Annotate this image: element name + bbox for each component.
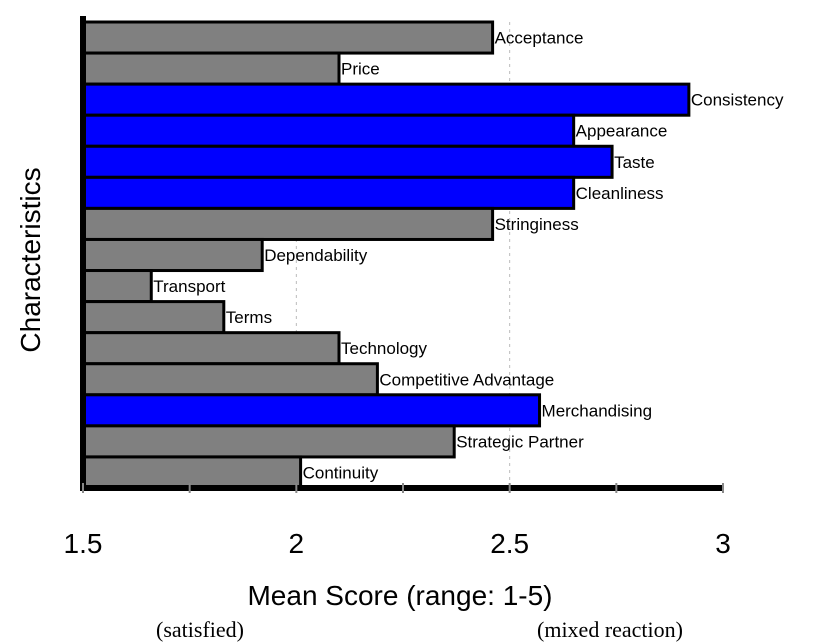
annotation-mixed-reaction: (mixed reaction) <box>537 617 683 642</box>
x-tick-label-0: 1.5 <box>64 528 103 559</box>
bar-label-merchandising: Merchandising <box>542 401 653 420</box>
bar-label-cleanliness: Cleanliness <box>576 184 664 203</box>
bar-appearance <box>81 113 576 148</box>
bar-cleanliness <box>81 175 576 210</box>
bar-transport <box>81 269 153 304</box>
bar-terms <box>81 300 226 335</box>
bar-label-dependability: Dependability <box>264 246 368 265</box>
bar-label-consistency: Consistency <box>691 91 784 110</box>
bar-label-appearance: Appearance <box>576 122 668 141</box>
bar-dependability <box>81 237 264 273</box>
bar-label-transport: Transport <box>153 277 225 296</box>
bar-label-competitive-advantage: Competitive Advantage <box>379 370 554 389</box>
bar-competitive-advantage <box>81 362 379 397</box>
bar-stringiness <box>81 206 495 241</box>
bar-label-acceptance: Acceptance <box>495 29 584 48</box>
bar-label-continuity: Continuity <box>303 463 379 482</box>
x-tick-label-1: 2 <box>289 528 305 559</box>
bar-technology <box>81 331 341 366</box>
bar-strategic-partner <box>81 424 456 459</box>
axis-layer <box>80 16 724 493</box>
y-axis-title: Characteristics <box>15 167 46 352</box>
x-tick-label-2: 2.5 <box>490 528 529 559</box>
bar-label-strategic-partner: Strategic Partner <box>456 432 584 451</box>
bar-consistency <box>81 82 691 117</box>
bar-taste <box>81 144 614 179</box>
x-tick-label-3: 3 <box>715 528 731 559</box>
bars-layer <box>81 20 691 490</box>
bar-price <box>81 51 341 86</box>
x-axis-title: Mean Score (range: 1-5) <box>247 580 552 611</box>
bar-label-taste: Taste <box>614 153 655 172</box>
labels-layer: Acceptance Price Consistency Appearance Tast… <box>64 29 784 559</box>
bar-acceptance <box>81 20 495 55</box>
bar-label-technology: Technology <box>341 339 428 358</box>
annotation-satisfied: (satisfied) <box>156 617 244 642</box>
bar-merchandising <box>81 393 542 428</box>
bar-label-price: Price <box>341 60 380 79</box>
bar-label-stringiness: Stringiness <box>495 215 579 234</box>
bar-label-terms: Terms <box>226 308 272 327</box>
bar-continuity <box>81 455 303 490</box>
